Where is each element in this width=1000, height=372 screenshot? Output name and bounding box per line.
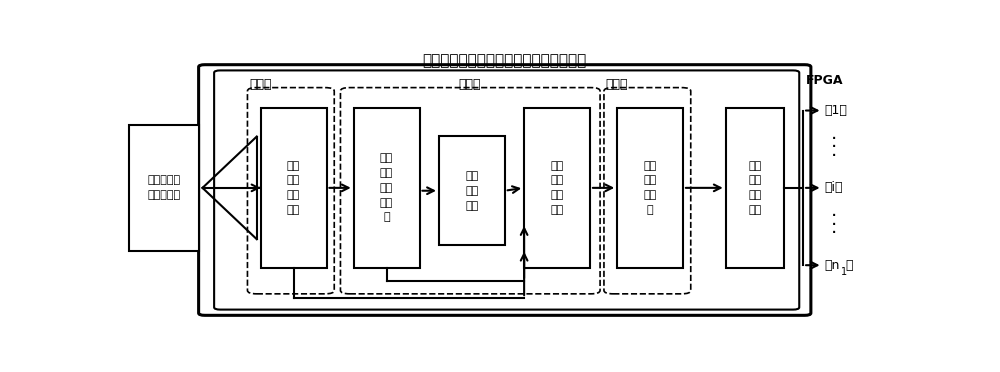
Text: 超声传感器
测量的信息: 超声传感器 测量的信息: [147, 176, 180, 200]
Text: ·: ·: [831, 147, 837, 166]
Text: ·: ·: [831, 138, 837, 157]
Bar: [524, 108, 590, 268]
Text: 输出层: 输出层: [606, 78, 628, 91]
Text: 隐含层: 隐含层: [459, 78, 481, 91]
Text: ·: ·: [831, 216, 837, 235]
Bar: [129, 125, 199, 251]
Text: 移动机器人脉冲神经网络走廊场景分类器: 移动机器人脉冲神经网络走廊场景分类器: [423, 53, 587, 68]
Text: 均值
与方
差运
算模
块: 均值 与方 差运 算模 块: [380, 153, 393, 222]
Text: 浮点
开方
模块: 浮点 开方 模块: [465, 171, 478, 211]
Text: 1: 1: [841, 267, 847, 278]
Bar: [354, 108, 420, 268]
Text: 输入
时延
编码
模块: 输入 时延 编码 模块: [287, 161, 300, 215]
Text: 第n: 第n: [824, 259, 839, 272]
Text: 输入层: 输入层: [249, 78, 272, 91]
Text: 第1类: 第1类: [824, 104, 847, 117]
FancyBboxPatch shape: [199, 65, 811, 315]
Text: FPGA: FPGA: [805, 74, 843, 87]
Text: 隐含
时延
编码
模块: 隐含 时延 编码 模块: [550, 161, 564, 215]
Text: ·: ·: [831, 224, 837, 243]
Bar: [261, 108, 326, 268]
Text: 场景
类别
输出
模块: 场景 类别 输出 模块: [748, 161, 761, 215]
Text: 第i类: 第i类: [824, 182, 843, 194]
FancyBboxPatch shape: [214, 70, 799, 310]
Bar: [439, 136, 505, 245]
Text: 膜潜
能计
算模
块: 膜潜 能计 算模 块: [643, 161, 657, 215]
Text: ·: ·: [831, 207, 837, 226]
Bar: [617, 108, 683, 268]
Text: 类: 类: [845, 259, 852, 272]
Text: ·: ·: [831, 130, 837, 149]
Bar: [726, 108, 784, 268]
